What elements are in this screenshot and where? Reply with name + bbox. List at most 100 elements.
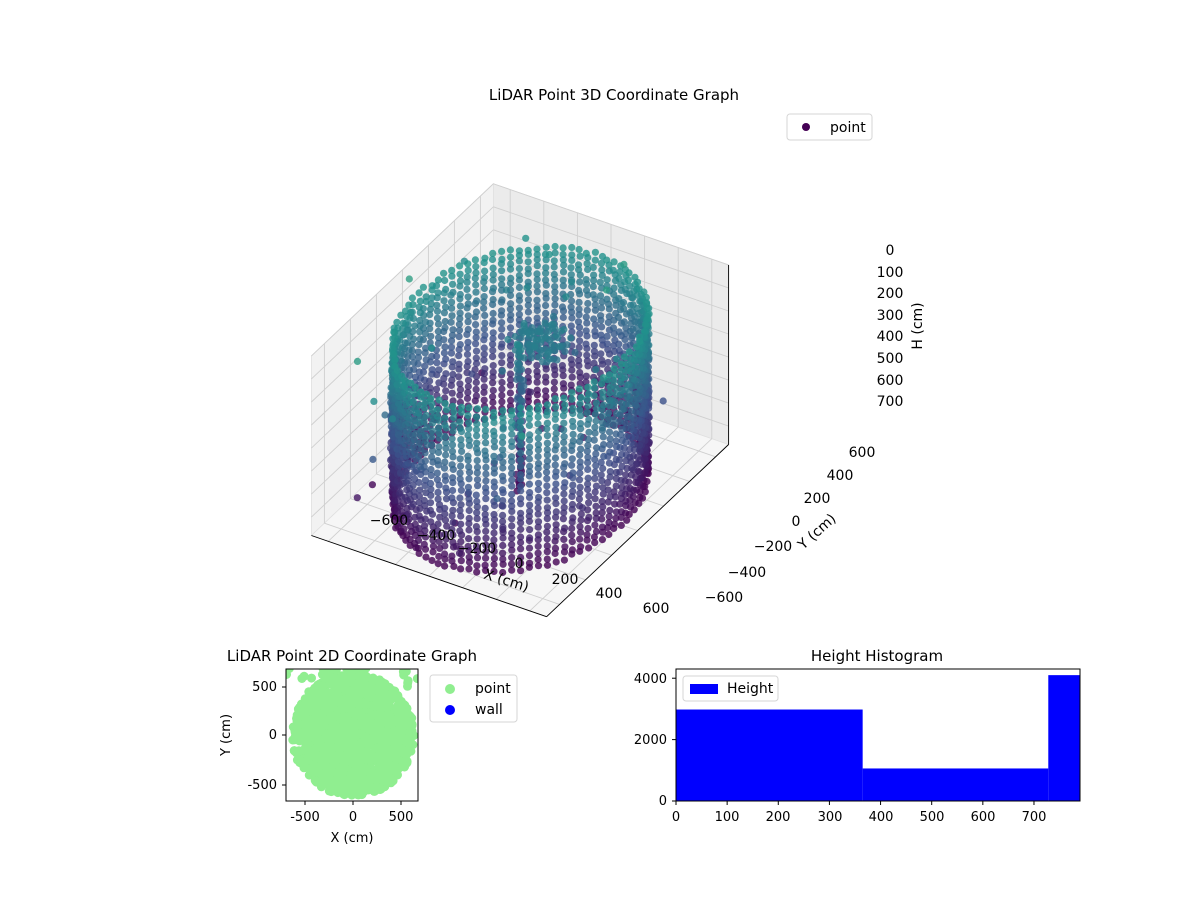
point-marker-2d: [331, 669, 341, 675]
point-marker: [481, 510, 489, 519]
point-marker: [584, 265, 592, 274]
point-marker: [543, 462, 551, 471]
point-marker: [428, 344, 436, 352]
point-marker: [533, 262, 541, 270]
point-marker: [543, 439, 552, 447]
point-marker: [604, 409, 613, 417]
point-marker: [525, 480, 534, 488]
point-marker: [389, 350, 397, 358]
point-marker: [533, 275, 541, 284]
point-marker: [641, 321, 650, 329]
point-marker: [498, 378, 506, 387]
point-marker: [464, 293, 472, 301]
point-marker: [604, 479, 612, 487]
point-marker: [472, 340, 480, 348]
point-marker: [517, 462, 525, 470]
point-marker: [473, 509, 481, 517]
point-marker: [448, 304, 456, 312]
point-marker: [627, 407, 635, 415]
point-marker: [455, 352, 463, 360]
point-marker: [465, 506, 473, 515]
point-marker: [560, 504, 568, 512]
point-marker: [490, 418, 498, 427]
point-marker-2d: [318, 774, 328, 784]
point-marker: [534, 504, 542, 512]
point-marker: [455, 365, 463, 373]
point-marker: [456, 309, 464, 317]
point-marker-2d: [394, 763, 404, 773]
point-marker-2d: [337, 730, 347, 740]
point-marker: [480, 274, 489, 282]
point-marker: [526, 534, 534, 542]
point-marker: [583, 351, 591, 359]
point-marker: [592, 417, 600, 425]
point-marker: [640, 328, 649, 336]
point-marker: [448, 461, 456, 469]
point-marker: [534, 402, 543, 410]
point-marker: [583, 447, 591, 455]
point-marker: [597, 471, 605, 479]
point-marker-2d: [315, 695, 325, 705]
point-marker: [498, 296, 506, 304]
point-marker: [507, 260, 515, 268]
point-marker: [409, 481, 417, 489]
point-marker: [489, 334, 497, 343]
point-marker: [450, 562, 458, 571]
point-marker: [603, 295, 611, 303]
point-marker: [552, 441, 560, 450]
point-marker: [448, 363, 456, 371]
point-marker: [575, 476, 584, 484]
point-marker: [552, 403, 560, 411]
point-marker: [490, 547, 498, 556]
point-marker: [583, 357, 592, 365]
point-marker: [590, 341, 598, 349]
point-marker: [613, 355, 621, 363]
point-marker: [481, 432, 489, 440]
point-marker: [405, 471, 413, 480]
point-marker: [405, 366, 414, 374]
point-marker: [604, 318, 612, 327]
point-marker: [523, 284, 531, 292]
point-marker-2d: [302, 723, 312, 733]
point-marker: [507, 376, 515, 384]
point-marker: [551, 486, 560, 494]
point-marker: [499, 407, 507, 415]
point-marker: [490, 560, 498, 569]
point-marker: [465, 468, 474, 476]
point-marker: [455, 549, 464, 557]
point-marker: [498, 398, 506, 406]
point-marker-2d: [375, 675, 384, 685]
point-marker: [533, 336, 541, 344]
point-marker: [603, 332, 611, 340]
point-marker: [498, 319, 506, 327]
point-marker: [464, 542, 472, 551]
point-marker: [435, 552, 443, 561]
point-marker: [524, 296, 533, 304]
point-marker: [543, 555, 551, 563]
y-tick-label: 0: [659, 794, 667, 809]
point-marker: [583, 536, 591, 544]
grid-line-back-h: [493, 183, 729, 266]
point-marker: [434, 448, 443, 457]
point-marker: [533, 361, 541, 369]
point-marker: [472, 354, 480, 362]
point-marker: [435, 443, 443, 451]
point-marker: [591, 488, 599, 496]
z-tick-labels-3d: 0 100 200 300 400 500 600 700: [877, 243, 904, 410]
point-marker: [517, 553, 525, 562]
point-marker: [481, 267, 489, 275]
point-marker: [590, 378, 598, 386]
point-marker: [391, 356, 399, 364]
point-marker: [615, 340, 623, 348]
point-marker: [575, 245, 583, 254]
point-marker: [464, 266, 472, 274]
chart-2d-y-axis-label: Y (cm): [219, 714, 234, 757]
point-marker: [559, 282, 567, 290]
point-marker: [592, 509, 600, 517]
point-marker: [560, 426, 568, 434]
point-marker: [508, 482, 516, 490]
point-marker: [447, 349, 455, 357]
point-marker: [545, 250, 553, 259]
point-marker: [574, 261, 583, 269]
point-marker: [441, 317, 449, 326]
